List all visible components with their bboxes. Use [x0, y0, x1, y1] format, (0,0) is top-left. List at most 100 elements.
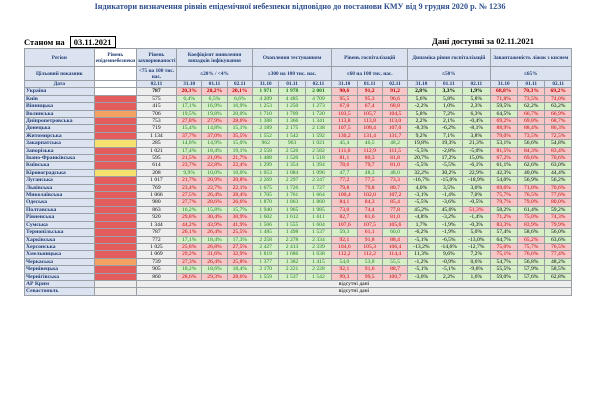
tests-cell: 2 269 — [251, 176, 280, 185]
tests-cell: 4 709 — [304, 94, 333, 104]
hosp-cell: 91,2 — [356, 87, 383, 96]
incidence-cell: 719 — [135, 124, 178, 133]
detect-cell: 17,1% — [175, 235, 203, 244]
oxy-cell: 57,9% — [516, 265, 546, 274]
detect-cell: 44,2% — [175, 220, 203, 230]
hosp-cell: 81,0 — [381, 161, 409, 170]
oxy-cell: 79,0% — [489, 131, 518, 141]
table-row: Київ 575 6,4% 6,5% 6,6% 4 209 4 485 4 709 95,5 95… — [24, 94, 572, 104]
tests-cell: 1 366 — [278, 116, 306, 126]
date-cell: 31.10 — [251, 79, 280, 89]
tests-cell: 1 592 — [304, 131, 333, 141]
dyn-cell: -6,2% — [434, 124, 464, 133]
oxy-cell: 69,6% — [489, 183, 518, 193]
tests-cell: 1 542 — [304, 272, 333, 281]
detect-cell: 18,4% — [226, 265, 253, 274]
hosp-cell: 105,7 — [356, 109, 383, 119]
tests-cell: 1 710 — [251, 109, 280, 119]
tests-cell: 2 001 — [304, 87, 333, 96]
dyn-cell: 2,2% — [407, 116, 436, 126]
dyn-cell: 2,1% — [434, 116, 464, 126]
detect-cell: 19,5% — [175, 109, 203, 119]
oxy-cell: 81,5% — [489, 146, 518, 156]
level-cell — [93, 109, 137, 119]
oxy-cell: 61,4% — [516, 205, 546, 215]
dyn-cell: 1,7% — [407, 220, 436, 230]
detect-cell: 22,8% — [201, 161, 228, 170]
tests-cell: 1 566 — [251, 220, 280, 230]
region-name: Київ — [24, 94, 95, 104]
oxy-cell: 69,6% — [516, 154, 546, 163]
detect-cell: 29,8% — [175, 213, 203, 222]
table-row: Хмельницька 1 069 29,2% 31,6% 32,9% 1 819 1 68… — [24, 250, 572, 259]
oxy-cell: 69,2% — [544, 87, 572, 96]
oxy-cell: 68,8% — [489, 87, 518, 96]
dyn-cell: 15,0% — [462, 154, 491, 163]
table-row: АР Крим відсутні дані — [24, 279, 573, 289]
tests-cell: 1 021 — [304, 139, 333, 148]
hosp-cell: 111,5 — [381, 146, 409, 156]
detect-cell: 15,4% — [175, 124, 203, 133]
level-cell — [93, 250, 137, 259]
incidence-cell: 769 — [135, 183, 178, 193]
table-row: Львівська 769 23,4% 22,7% 22,1% 1 675 1 726 1 7… — [24, 183, 572, 193]
tests-cell: 1 377 — [251, 257, 280, 267]
hosp-cell: 104,5 — [381, 109, 409, 119]
dyn-cell: -8,3% — [407, 124, 436, 133]
detect-cell: 16,2% — [175, 205, 203, 215]
dyn-cell: 5,6% — [407, 94, 436, 104]
table-row: Рівненська 920 29,8% 30,4% 30,9% 1 602 1 612 1 … — [24, 213, 572, 222]
dyn-cell: 17,2% — [434, 154, 464, 163]
status-label: Станом на — [24, 37, 65, 47]
detect-cell: 10,0% — [226, 168, 253, 178]
hosp-cell: 79,7 — [356, 161, 383, 170]
detect-cell: 28,6% — [201, 198, 228, 207]
incidence-cell: 575 — [135, 94, 178, 104]
hosp-cell: 84,1 — [331, 198, 358, 207]
tests-cell: 1 299 — [251, 161, 280, 170]
hosp-cell: 130,2 — [331, 131, 358, 141]
tests-cell: 1 341 — [304, 116, 333, 126]
region-name: Івано-Франківська — [24, 154, 95, 163]
incidence-cell: 208 — [135, 168, 178, 178]
detect-cell: 25,5% — [226, 228, 253, 237]
hosp-cell: 80,7 — [381, 183, 409, 193]
dyn-cell: -1,9% — [434, 220, 464, 230]
detect-cell: 27,7% — [175, 198, 203, 207]
dyn-cell: 7,0% — [462, 191, 491, 200]
oxy-cell: 83,3% — [489, 220, 518, 230]
header-target: Цільовий показник — [24, 66, 95, 81]
detect-cell: 14,8% — [201, 124, 228, 133]
detect-cell: 19,8% — [201, 109, 228, 119]
hosp-cell: 84,3 — [356, 198, 383, 207]
dyn-cell: -15,0% — [434, 176, 464, 185]
region-name: Одеська — [24, 198, 95, 207]
detect-cell: 26,6% — [226, 198, 253, 207]
incidence-cell: 787 — [135, 228, 178, 237]
status-date-block: Станом на 03.11.2021 — [24, 36, 116, 48]
header-detect: Коефіцієнт виявлення випадків інфікуванн… — [176, 48, 253, 67]
dyn-cell: -5,1% — [407, 265, 436, 274]
incidence-cell: 415 — [135, 102, 178, 111]
oxy-cell: 70,6% — [544, 183, 572, 193]
region-name: Запорізька — [24, 146, 95, 156]
tests-cell: 1 978 — [278, 87, 306, 96]
oxy-cell: 53,1% — [489, 139, 518, 148]
dyn-cell: 4,0% — [407, 183, 436, 193]
hosp-cell: 48,2 — [381, 139, 409, 148]
detect-cell: 22,4% — [226, 161, 253, 170]
detect-cell: 35,5% — [226, 131, 253, 141]
hosp-cell: 113,8 — [331, 116, 358, 126]
data-available: Дані доступні за 02.11.2021 — [432, 36, 534, 46]
dyn-cell: -9,6% — [462, 265, 491, 274]
dyn-cell: -2,2% — [407, 102, 436, 111]
dyn-cell: 3,5% — [434, 183, 464, 193]
oxy-cell: 58,5% — [544, 265, 572, 274]
dyn-cell: -5,5% — [407, 198, 436, 207]
detect-cell: 29,3% — [201, 272, 228, 281]
detect-cell: 28,6% — [175, 272, 203, 281]
status-date: 03.11.2021 — [69, 36, 116, 48]
region-name: Волинська — [24, 109, 95, 119]
detect-cell: 17,4% — [175, 146, 203, 156]
oxy-cell: 72,5% — [544, 131, 572, 141]
